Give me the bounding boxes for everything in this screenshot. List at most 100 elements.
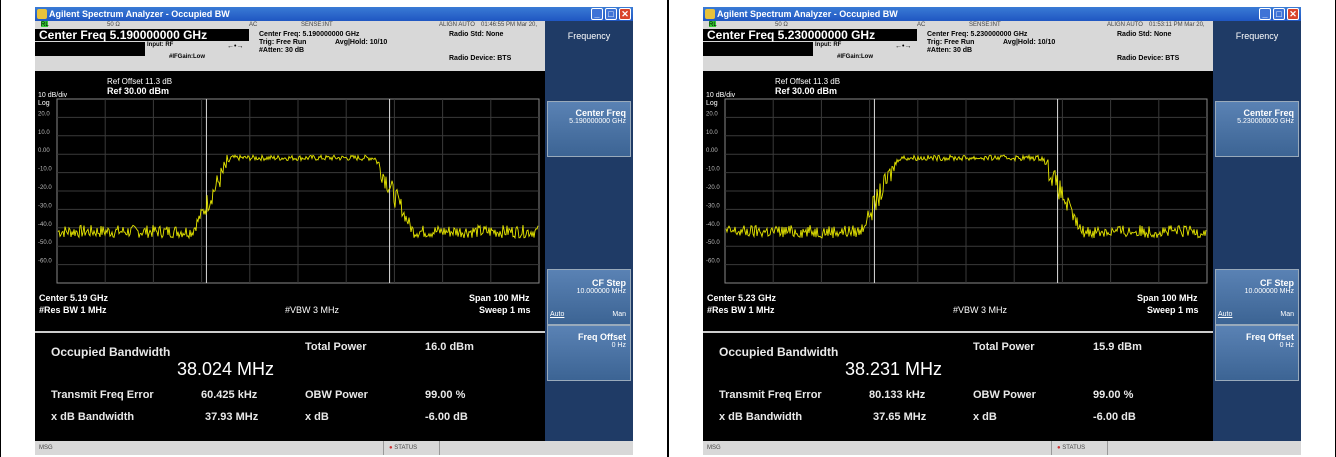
center-freq-softkey-value: 5.230000000 GHz — [1237, 118, 1294, 125]
close-icon[interactable]: ✕ — [619, 8, 631, 20]
input-arrow-icon: ←•→ — [895, 43, 912, 50]
input-arrow-icon: ←•→ — [227, 43, 244, 50]
sense-label: SENSE:INT — [301, 22, 333, 28]
obw-power-value: 99.00 % — [1093, 389, 1134, 401]
span-label: Span 100 MHz — [1137, 293, 1198, 303]
align-label: ALIGN AUTO — [1107, 22, 1143, 28]
tfe-label: Transmit Freq Error — [719, 389, 822, 401]
auto-option[interactable]: Auto — [1218, 311, 1233, 318]
freq-offset-softkey-value: 0 Hz — [1279, 342, 1294, 349]
menu-title: Frequency — [1235, 31, 1279, 41]
y-tick-label: -60.0 — [38, 259, 52, 265]
panel-cell-2: Agilent Spectrum Analyzer - Occupied BW … — [668, 0, 1336, 457]
center-freq-softkey[interactable]: Center Freq 5.230000000 GHz — [1215, 101, 1299, 157]
y-tick-label: -10.0 — [706, 167, 720, 173]
spectrum-plot: 20.0 10.0 0.00 -10.0 -20.0 -30.0 -40.0 -50.0 -60… — [38, 98, 540, 284]
app-icon — [705, 9, 715, 19]
y-tick-label: 20.0 — [38, 111, 50, 117]
cf-step-softkey[interactable]: CF Step 10.000000 MHz Auto Man — [1215, 269, 1299, 325]
y-tick-label: 20.0 — [706, 111, 718, 117]
xdb-label: x dB — [305, 411, 329, 423]
window-title: Agilent Spectrum Analyzer - Occupied BW — [49, 9, 230, 19]
ref-level: Ref 30.00 dBm — [775, 86, 838, 96]
ifgain-label: #IFGain:Low — [837, 54, 873, 60]
status-label[interactable]: ● STATUS — [1057, 441, 1085, 455]
man-option[interactable]: Man — [1280, 311, 1294, 318]
obw-label: Occupied Bandwidth — [51, 345, 171, 359]
ref-level: Ref 30.00 dBm — [107, 86, 170, 96]
atten-label: #Atten: 30 dB — [259, 47, 305, 54]
msg-label: MSG — [707, 445, 721, 451]
impedance-label: 50 Ω — [107, 22, 120, 28]
radio-device-label: Radio Device: BTS — [449, 55, 512, 62]
ref-offset: Ref Offset 11.3 dB — [107, 77, 173, 86]
freq-offset-softkey[interactable]: Freq Offset 0 Hz — [1215, 325, 1299, 381]
y-tick-label: -60.0 — [706, 259, 720, 265]
ifgain-label: #IFGain:Low — [169, 54, 205, 60]
center-freq-title[interactable]: Center Freq 5.230000000 GHz — [703, 29, 917, 41]
freq-offset-softkey-label: Freq Offset — [577, 332, 626, 342]
xdb-label: x dB — [973, 411, 997, 423]
scale-label: 10 dB/div — [38, 92, 68, 99]
header-strip — [35, 42, 145, 56]
status-separator — [1051, 441, 1052, 455]
man-option[interactable]: Man — [612, 311, 626, 318]
title-bar: Agilent Spectrum Analyzer - Occupied BW … — [703, 7, 1301, 21]
y-tick-label: 0.00 — [706, 148, 718, 154]
total-power-label: Total Power — [973, 341, 1035, 353]
xdb-bw-label: x dB Bandwidth — [51, 411, 135, 423]
center-label: Center 5.19 GHz — [39, 293, 109, 303]
menu-title: Frequency — [567, 31, 611, 41]
title-bar: Agilent Spectrum Analyzer - Occupied BW … — [35, 7, 633, 21]
close-icon[interactable]: ✕ — [1287, 8, 1299, 20]
obw-value: 38.024 MHz — [177, 359, 275, 379]
total-power-value: 15.9 dBm — [1093, 341, 1142, 353]
y-tick-label: -50.0 — [38, 240, 52, 246]
sweep-label: Sweep 1 ms — [1147, 305, 1199, 315]
ref-offset: Ref Offset 11.3 dB — [775, 77, 841, 86]
xdb-bw-label: x dB Bandwidth — [719, 411, 803, 423]
status-separator-2 — [1107, 441, 1108, 455]
status-text: STATUS — [394, 445, 418, 451]
y-tick-label: -10.0 — [38, 167, 52, 173]
align-label: ALIGN AUTO — [439, 22, 475, 28]
rl-label: RL — [41, 22, 49, 28]
msg-label: MSG — [39, 445, 53, 451]
status-separator-2 — [439, 441, 440, 455]
impedance-label: 50 Ω — [775, 22, 788, 28]
center-freq-softkey[interactable]: Center Freq 5.190000000 GHz — [547, 101, 631, 157]
maximize-icon[interactable]: □ — [1273, 8, 1285, 20]
status-label[interactable]: ● STATUS — [389, 441, 417, 455]
xdb-value: -6.00 dB — [425, 411, 468, 423]
tfe-value: 80.133 kHz — [869, 389, 926, 401]
maximize-icon[interactable]: □ — [605, 8, 617, 20]
cf-step-softkey[interactable]: CF Step 10.000000 MHz Auto Man — [547, 269, 631, 325]
header-strip — [703, 42, 813, 56]
radio-std-label: Radio Std: None — [449, 31, 504, 38]
tfe-label: Transmit Freq Error — [51, 389, 154, 401]
scale-label: 10 dB/div — [706, 92, 736, 99]
center-freq-title[interactable]: Center Freq 5.190000000 GHz — [35, 29, 249, 41]
y-tick-label: 10.0 — [706, 130, 718, 136]
results-panel: Occupied Bandwidth 38.024 MHz Total Powe… — [35, 331, 545, 443]
minimize-icon[interactable]: _ — [591, 8, 603, 20]
center-freq-softkey-value: 5.190000000 GHz — [569, 118, 626, 125]
y-tick-label: -20.0 — [706, 185, 720, 191]
obw-label: Occupied Bandwidth — [719, 345, 839, 359]
input-label: Input: RF — [147, 42, 174, 48]
freq-offset-softkey[interactable]: Freq Offset 0 Hz — [547, 325, 631, 381]
y-tick-label: 10.0 — [38, 130, 50, 136]
trig-label: Trig: Free Run — [259, 39, 307, 46]
center-freq-softkey-label: Center Freq — [575, 108, 626, 118]
minimize-icon[interactable]: _ — [1259, 8, 1271, 20]
xdb-bw-value: 37.65 MHz — [873, 411, 927, 423]
app-icon — [37, 9, 47, 19]
auto-option[interactable]: Auto — [550, 311, 565, 318]
total-power-value: 16.0 dBm — [425, 341, 474, 353]
freq-offset-softkey-label: Freq Offset — [1245, 332, 1294, 342]
avg-hold-label: Avg|Hold: 10/10 — [335, 39, 388, 46]
xdb-bw-value: 37.93 MHz — [205, 411, 259, 423]
cf-step-softkey-label: CF Step — [591, 278, 626, 288]
center-freq-softkey-label: Center Freq — [1243, 108, 1294, 118]
spectrum-plot: 20.0 10.0 0.00 -10.0 -20.0 -30.0 -40.0 -50.0 -60… — [706, 98, 1208, 284]
